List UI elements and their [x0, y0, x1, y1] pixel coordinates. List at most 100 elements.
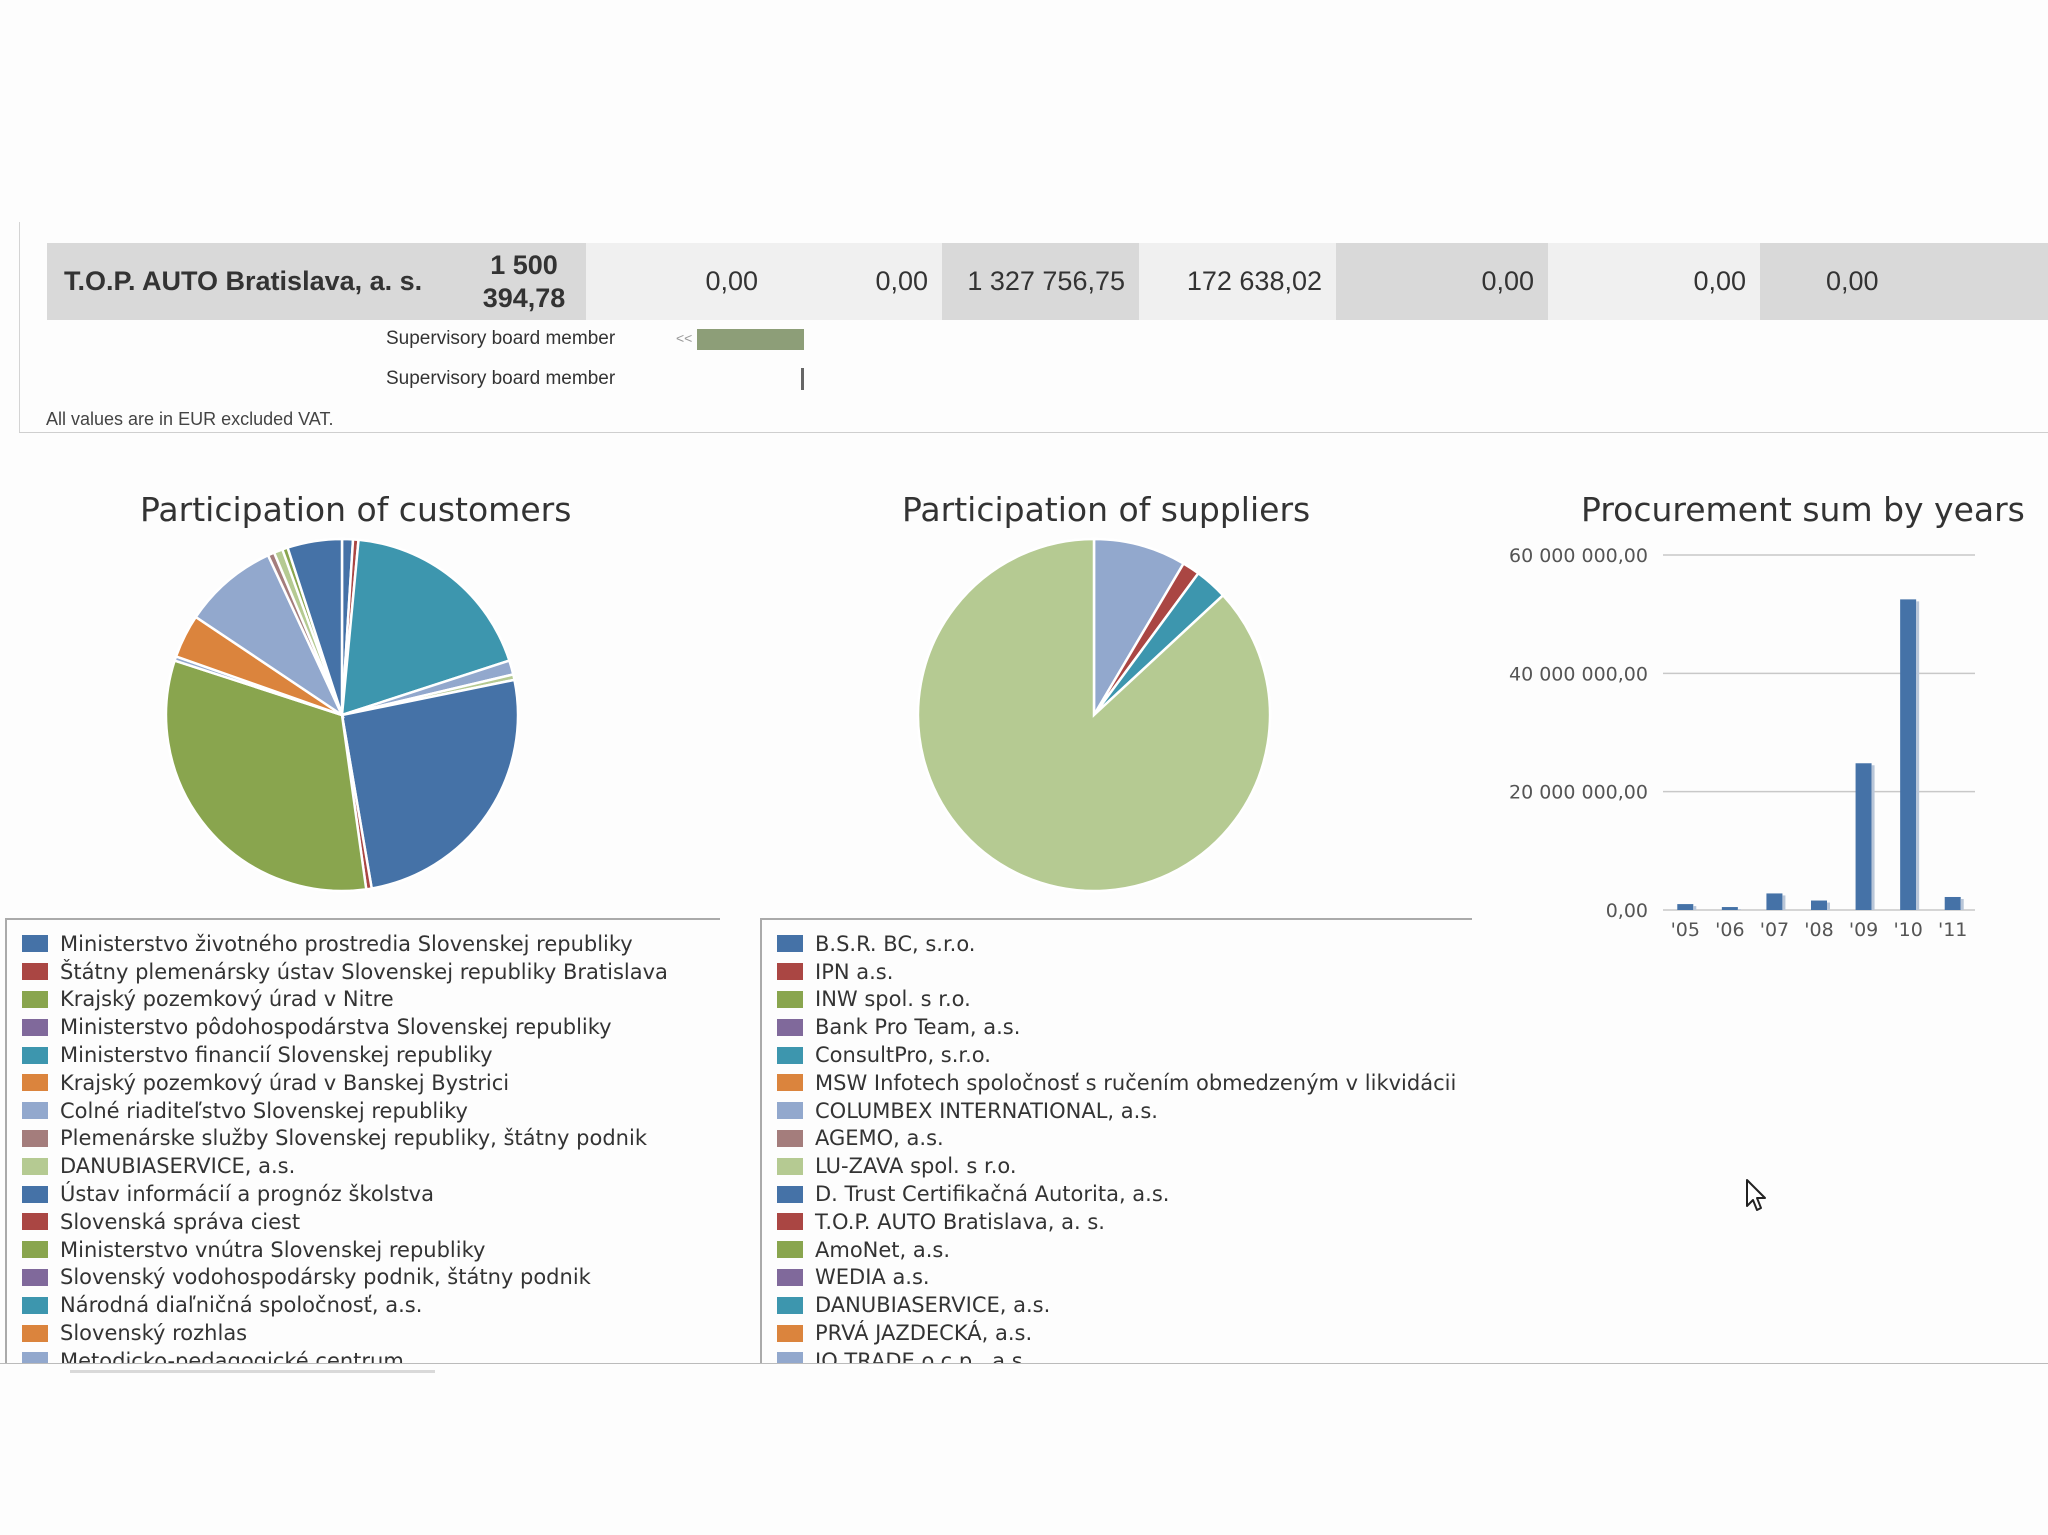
bar[interactable] [1721, 907, 1738, 910]
pie-slice[interactable] [916, 537, 1272, 893]
legend-item[interactable]: Národná diaľničná spoločnosť, a.s. [7, 1291, 720, 1319]
pie-slice[interactable] [1092, 537, 1186, 720]
y-tick-label: 40 000 000,00 [1509, 663, 1648, 685]
legend-item[interactable]: Ministerstvo vnútra Slovenskej republiky [7, 1236, 720, 1264]
procurement-bar-chart: 0,00 20 000 000,00 40 000 000,00 60 000 000… [1509, 545, 1975, 941]
legend-item[interactable]: Slovenský vodohospodársky podnik, štátny… [7, 1264, 720, 1292]
legend-swatch [777, 1213, 803, 1231]
legend-item[interactable]: LU-ZAVA spol. s r.o. [762, 1152, 1472, 1180]
legend-swatch [22, 1018, 48, 1036]
legend-item[interactable]: ConsultPro, s.r.o. [762, 1041, 1472, 1069]
x-tick-label: '09 [1849, 919, 1878, 941]
legend-item[interactable]: Ministerstvo životného prostredia Sloven… [7, 930, 720, 958]
legend-item[interactable]: Slovenský rozhlas [7, 1319, 720, 1347]
legend-swatch [22, 1185, 48, 1203]
legend-item[interactable]: IO TRADE o.c.p., a.s. [762, 1347, 1472, 1364]
customers-legend[interactable]: Ministerstvo životného prostredia Sloven… [5, 918, 720, 1364]
legend-item[interactable]: IPN a.s. [762, 958, 1472, 986]
suppliers-legend[interactable]: B.S.R. BC, s.r.o. IPN a.s. INW spol. s r.o… [760, 918, 1472, 1364]
x-tick-label: '06 [1715, 919, 1744, 941]
value-cell-2: 0,00 [772, 243, 942, 320]
bar[interactable] [1855, 763, 1872, 910]
bar[interactable] [1677, 904, 1694, 910]
legend-item[interactable]: Štátny plemenársky ústav Slovenskej repu… [7, 958, 720, 986]
legend-label: B.S.R. BC, s.r.o. [815, 931, 976, 956]
legend-swatch [777, 990, 803, 1008]
legend-item[interactable]: AmoNet, a.s. [762, 1236, 1472, 1264]
legend-item[interactable]: Slovenská správa ciest [7, 1208, 720, 1236]
legend-swatch [22, 963, 48, 981]
legend-swatch [777, 1102, 803, 1120]
legend-item[interactable]: Krajský pozemkový úrad v Banskej Bystric… [7, 1069, 720, 1097]
legend-item[interactable]: DANUBIASERVICE, a.s. [7, 1152, 720, 1180]
bar[interactable] [1766, 893, 1783, 910]
bar-shadow [1916, 601, 1920, 910]
value-cell-3: 1 327 756,75 [942, 243, 1139, 320]
legend-item[interactable]: T.O.P. AUTO Bratislava, a. s. [762, 1208, 1472, 1236]
legend-swatch [22, 1102, 48, 1120]
legend-item[interactable]: Metodicko-pedagogické centrum [7, 1347, 720, 1364]
legend-item[interactable]: B.S.R. BC, s.r.o. [762, 930, 1472, 958]
pie-slice[interactable] [164, 659, 368, 893]
bar-shadow [1960, 898, 1964, 910]
legend-label: Colné riaditeľstvo Slovenskej republiky [60, 1098, 468, 1123]
legend-label: ConsultPro, s.r.o. [815, 1043, 991, 1068]
x-tick-label: '07 [1760, 919, 1789, 941]
legend-item[interactable]: AGEMO, a.s. [762, 1125, 1472, 1153]
legend-item[interactable]: MSW Infotech spoločnosť s ručením obmedz… [762, 1069, 1472, 1097]
legend-item[interactable]: Bank Pro Team, a.s. [762, 1013, 1472, 1041]
bar-shadow [1737, 909, 1741, 910]
pie-slice[interactable] [194, 553, 346, 719]
legend-swatch [22, 1324, 48, 1342]
legend-label: AmoNet, a.s. [815, 1237, 951, 1262]
value-cell-4: 172 638,02 [1139, 243, 1336, 320]
x-tick-label: '08 [1804, 919, 1833, 941]
legend-label: Ministerstvo životného prostredia Sloven… [60, 931, 633, 956]
table-left-border [19, 222, 20, 432]
legend-swatch [22, 1129, 48, 1147]
legend-item[interactable]: Ministerstvo financií Slovenskej republi… [7, 1041, 720, 1069]
legend-item[interactable]: COLUMBEX INTERNATIONAL, a.s. [762, 1097, 1472, 1125]
legend-label: Krajský pozemkový úrad v Banskej Bystric… [60, 1070, 510, 1095]
legend-label: Bank Pro Team, a.s. [815, 1015, 1021, 1040]
legend-item[interactable]: Krajský pozemkový úrad v Nitre [7, 986, 720, 1014]
bar[interactable] [1811, 900, 1827, 910]
legend-item[interactable]: Ústav informácií a prognóz školstva [7, 1180, 720, 1208]
legend-label: Ministerstvo financií Slovenskej republi… [60, 1043, 493, 1068]
currency-note: All values are in EUR excluded VAT. [46, 409, 334, 429]
legend-swatch [22, 935, 48, 953]
legend-item[interactable]: PRVÁ JAZDECKÁ, a.s. [762, 1319, 1472, 1347]
legend-item[interactable]: Colné riaditeľstvo Slovenskej republiky [7, 1097, 720, 1125]
legend-swatch [22, 1352, 48, 1364]
company-name-cell[interactable]: T.O.P. AUTO Bratislava, a. s. [47, 243, 462, 320]
legend-item[interactable]: D. Trust Certifikačná Autorita, a.s. [762, 1180, 1472, 1208]
legend-label: MSW Infotech spoločnosť s ručením obmedz… [815, 1070, 1457, 1095]
bar[interactable] [1944, 896, 1961, 910]
expand-arrow-icon[interactable]: << [676, 330, 693, 346]
pie-slice[interactable] [286, 537, 344, 716]
x-tick-label: '10 [1893, 919, 1922, 941]
legend-label: WEDIA a.s. [815, 1265, 930, 1290]
legend-item[interactable]: WEDIA a.s. [762, 1264, 1472, 1292]
legend-item[interactable]: Plemenárske služby Slovenskej republiky,… [7, 1125, 720, 1153]
pie-slice[interactable] [340, 678, 520, 890]
legend-swatch [777, 935, 803, 953]
pie-slice[interactable] [340, 538, 511, 717]
legend-item[interactable]: Ministerstvo pôdohospodárstva Slovenskej… [7, 1013, 720, 1041]
x-tick-label: '11 [1938, 919, 1967, 941]
legend-scrollbar[interactable] [70, 1370, 435, 1373]
legend-label: Metodicko-pedagogické centrum [60, 1348, 404, 1364]
value-cell-6: 0,00 [1548, 243, 1760, 320]
procurement-chart-title: Procurement sum by years [1581, 490, 2025, 529]
legend-swatch [22, 1074, 48, 1092]
y-tick-label: 60 000 000,00 [1509, 545, 1648, 567]
legend-item[interactable]: INW spol. s r.o. [762, 986, 1472, 1014]
bar[interactable] [1900, 599, 1917, 910]
customers-chart-title: Participation of customers [140, 490, 572, 529]
bar-shadow [1827, 902, 1830, 910]
legend-swatch [777, 1296, 803, 1314]
legend-label: D. Trust Certifikačná Autorita, a.s. [815, 1182, 1170, 1207]
table-row[interactable]: T.O.P. AUTO Bratislava, a. s. 1 500 394,… [47, 243, 2048, 320]
legend-label: COLUMBEX INTERNATIONAL, a.s. [815, 1098, 1158, 1123]
legend-item[interactable]: DANUBIASERVICE, a.s. [762, 1291, 1472, 1319]
